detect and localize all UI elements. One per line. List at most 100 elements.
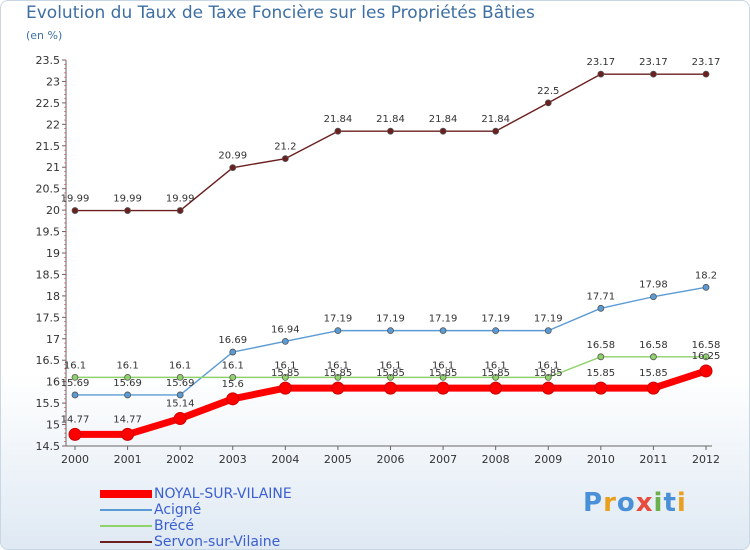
- data-label-brece: 16.1: [222, 360, 244, 371]
- data-point-noyal-sur-vilaine: [541, 381, 555, 395]
- data-point-acigne: [334, 327, 342, 335]
- data-point-brece: [544, 373, 552, 381]
- data-point-servon-sur-vilaine: [334, 127, 342, 135]
- legend-swatch-brece: [100, 525, 152, 527]
- data-point-acigne: [544, 327, 552, 335]
- data-point-brece: [71, 373, 79, 381]
- data-point-brece: [650, 353, 657, 361]
- data-point-brece: [597, 353, 605, 361]
- data-label-servon-sur-vilaine: 23.17: [692, 57, 721, 68]
- data-point-servon-sur-vilaine: [650, 70, 657, 78]
- x-tick-label: 2000: [61, 453, 89, 466]
- y-tick-label: 14.5: [36, 440, 61, 453]
- data-label-acigne: 17.19: [429, 314, 458, 325]
- y-tick-label: 15: [46, 419, 60, 432]
- y-tick-label: 21: [46, 161, 60, 174]
- data-label-brece: 16.1: [116, 360, 138, 371]
- data-label-servon-sur-vilaine: 21.84: [429, 114, 458, 125]
- y-tick-label: 16.5: [36, 354, 61, 367]
- x-tick-label: 2008: [482, 453, 510, 466]
- data-label-noyal-sur-vilaine: 15.85: [429, 368, 458, 379]
- data-label-acigne: 17.71: [587, 291, 616, 302]
- logo-letter: P: [583, 488, 604, 518]
- data-label-brece: 16.1: [274, 360, 296, 371]
- data-label-noyal-sur-vilaine: 15.85: [376, 368, 405, 379]
- data-label-acigne: 18.2: [695, 270, 717, 281]
- data-label-servon-sur-vilaine: 23.17: [587, 57, 616, 68]
- y-tick-label: 17.5: [36, 311, 61, 324]
- data-label-acigne: 15.69: [166, 378, 195, 389]
- data-point-acigne: [492, 327, 500, 335]
- y-tick-label: 21.5: [36, 140, 61, 153]
- logo-letter: r: [603, 488, 617, 518]
- logo-letter: o: [616, 488, 636, 518]
- data-point-acigne: [650, 293, 657, 301]
- data-point-servon-sur-vilaine: [492, 127, 500, 135]
- data-label-acigne: 16.94: [271, 324, 300, 335]
- data-label-acigne: 15.69: [61, 378, 90, 389]
- data-point-noyal-sur-vilaine: [331, 381, 345, 395]
- data-label-noyal-sur-vilaine: 14.77: [113, 414, 142, 425]
- x-tick-label: 2001: [114, 453, 142, 466]
- legend-label-brece: Brécé: [154, 518, 194, 534]
- logo-letter: x: [635, 488, 654, 518]
- data-point-servon-sur-vilaine: [281, 155, 289, 163]
- logo-letter: i: [676, 488, 687, 518]
- data-label-servon-sur-vilaine: 23.17: [639, 57, 668, 68]
- data-label-servon-sur-vilaine: 21.2: [274, 142, 296, 153]
- data-label-servon-sur-vilaine: 21.84: [376, 114, 405, 125]
- data-label-brece: 16.1: [64, 360, 86, 371]
- x-tick-label: 2009: [534, 453, 562, 466]
- x-tick-label: 2011: [639, 453, 667, 466]
- data-point-brece: [334, 373, 342, 381]
- data-point-noyal-sur-vilaine: [173, 412, 187, 426]
- data-point-acigne: [439, 327, 447, 335]
- data-label-servon-sur-vilaine: 19.99: [61, 194, 90, 205]
- legend-label-noyal: NOYAL-SUR-VILAINE: [154, 486, 292, 502]
- data-label-noyal-sur-vilaine: 15.85: [639, 368, 668, 379]
- data-label-acigne: 17.98: [639, 280, 668, 291]
- data-point-brece: [176, 373, 184, 381]
- data-point-noyal-sur-vilaine: [121, 427, 135, 441]
- x-tick-label: 2004: [271, 453, 299, 466]
- data-label-brece: 16.1: [379, 360, 401, 371]
- series-line-servon-sur-vilaine: [75, 73, 706, 212]
- data-label-servon-sur-vilaine: 21.84: [481, 114, 510, 125]
- data-point-noyal-sur-vilaine: [226, 392, 240, 406]
- data-label-brece: 16.58: [587, 340, 616, 351]
- data-label-noyal-sur-vilaine: 15.85: [534, 368, 563, 379]
- data-point-servon-sur-vilaine: [124, 207, 131, 214]
- y-tick-label: 23: [46, 75, 60, 88]
- data-point-brece: [702, 353, 710, 361]
- data-point-brece: [439, 373, 447, 381]
- data-point-servon-sur-vilaine: [439, 127, 447, 135]
- data-label-acigne: 17.19: [534, 314, 563, 325]
- data-point-acigne: [387, 327, 394, 335]
- data-point-brece: [229, 373, 237, 381]
- data-label-brece: 16.1: [537, 360, 559, 371]
- data-point-acigne: [281, 337, 289, 345]
- legend-label-servon: Servon-sur-Vilaine: [154, 534, 281, 550]
- data-label-brece: 16.1: [169, 360, 191, 371]
- data-point-servon-sur-vilaine: [544, 99, 552, 107]
- x-tick-label: 2005: [324, 453, 352, 466]
- legend-swatch-noyal: [100, 490, 152, 498]
- logo-letter: t: [663, 488, 677, 518]
- data-label-servon-sur-vilaine: 22.5: [537, 86, 559, 97]
- data-point-acigne: [176, 391, 184, 399]
- data-point-brece: [124, 373, 131, 381]
- legend-label-acigne: Acigné: [154, 502, 202, 518]
- x-tick-label: 2002: [166, 453, 194, 466]
- y-tick-label: 18: [46, 290, 60, 303]
- data-point-servon-sur-vilaine: [176, 207, 184, 214]
- data-label-noyal-sur-vilaine: 15.85: [587, 368, 616, 379]
- data-label-noyal-sur-vilaine: 14.77: [61, 414, 90, 425]
- data-label-acigne: 17.19: [481, 314, 510, 325]
- x-tick-label: 2003: [219, 453, 247, 466]
- data-point-acigne: [229, 348, 237, 356]
- data-label-servon-sur-vilaine: 19.99: [113, 194, 142, 205]
- data-point-brece: [492, 373, 500, 381]
- data-label-acigne: 16.69: [218, 335, 247, 346]
